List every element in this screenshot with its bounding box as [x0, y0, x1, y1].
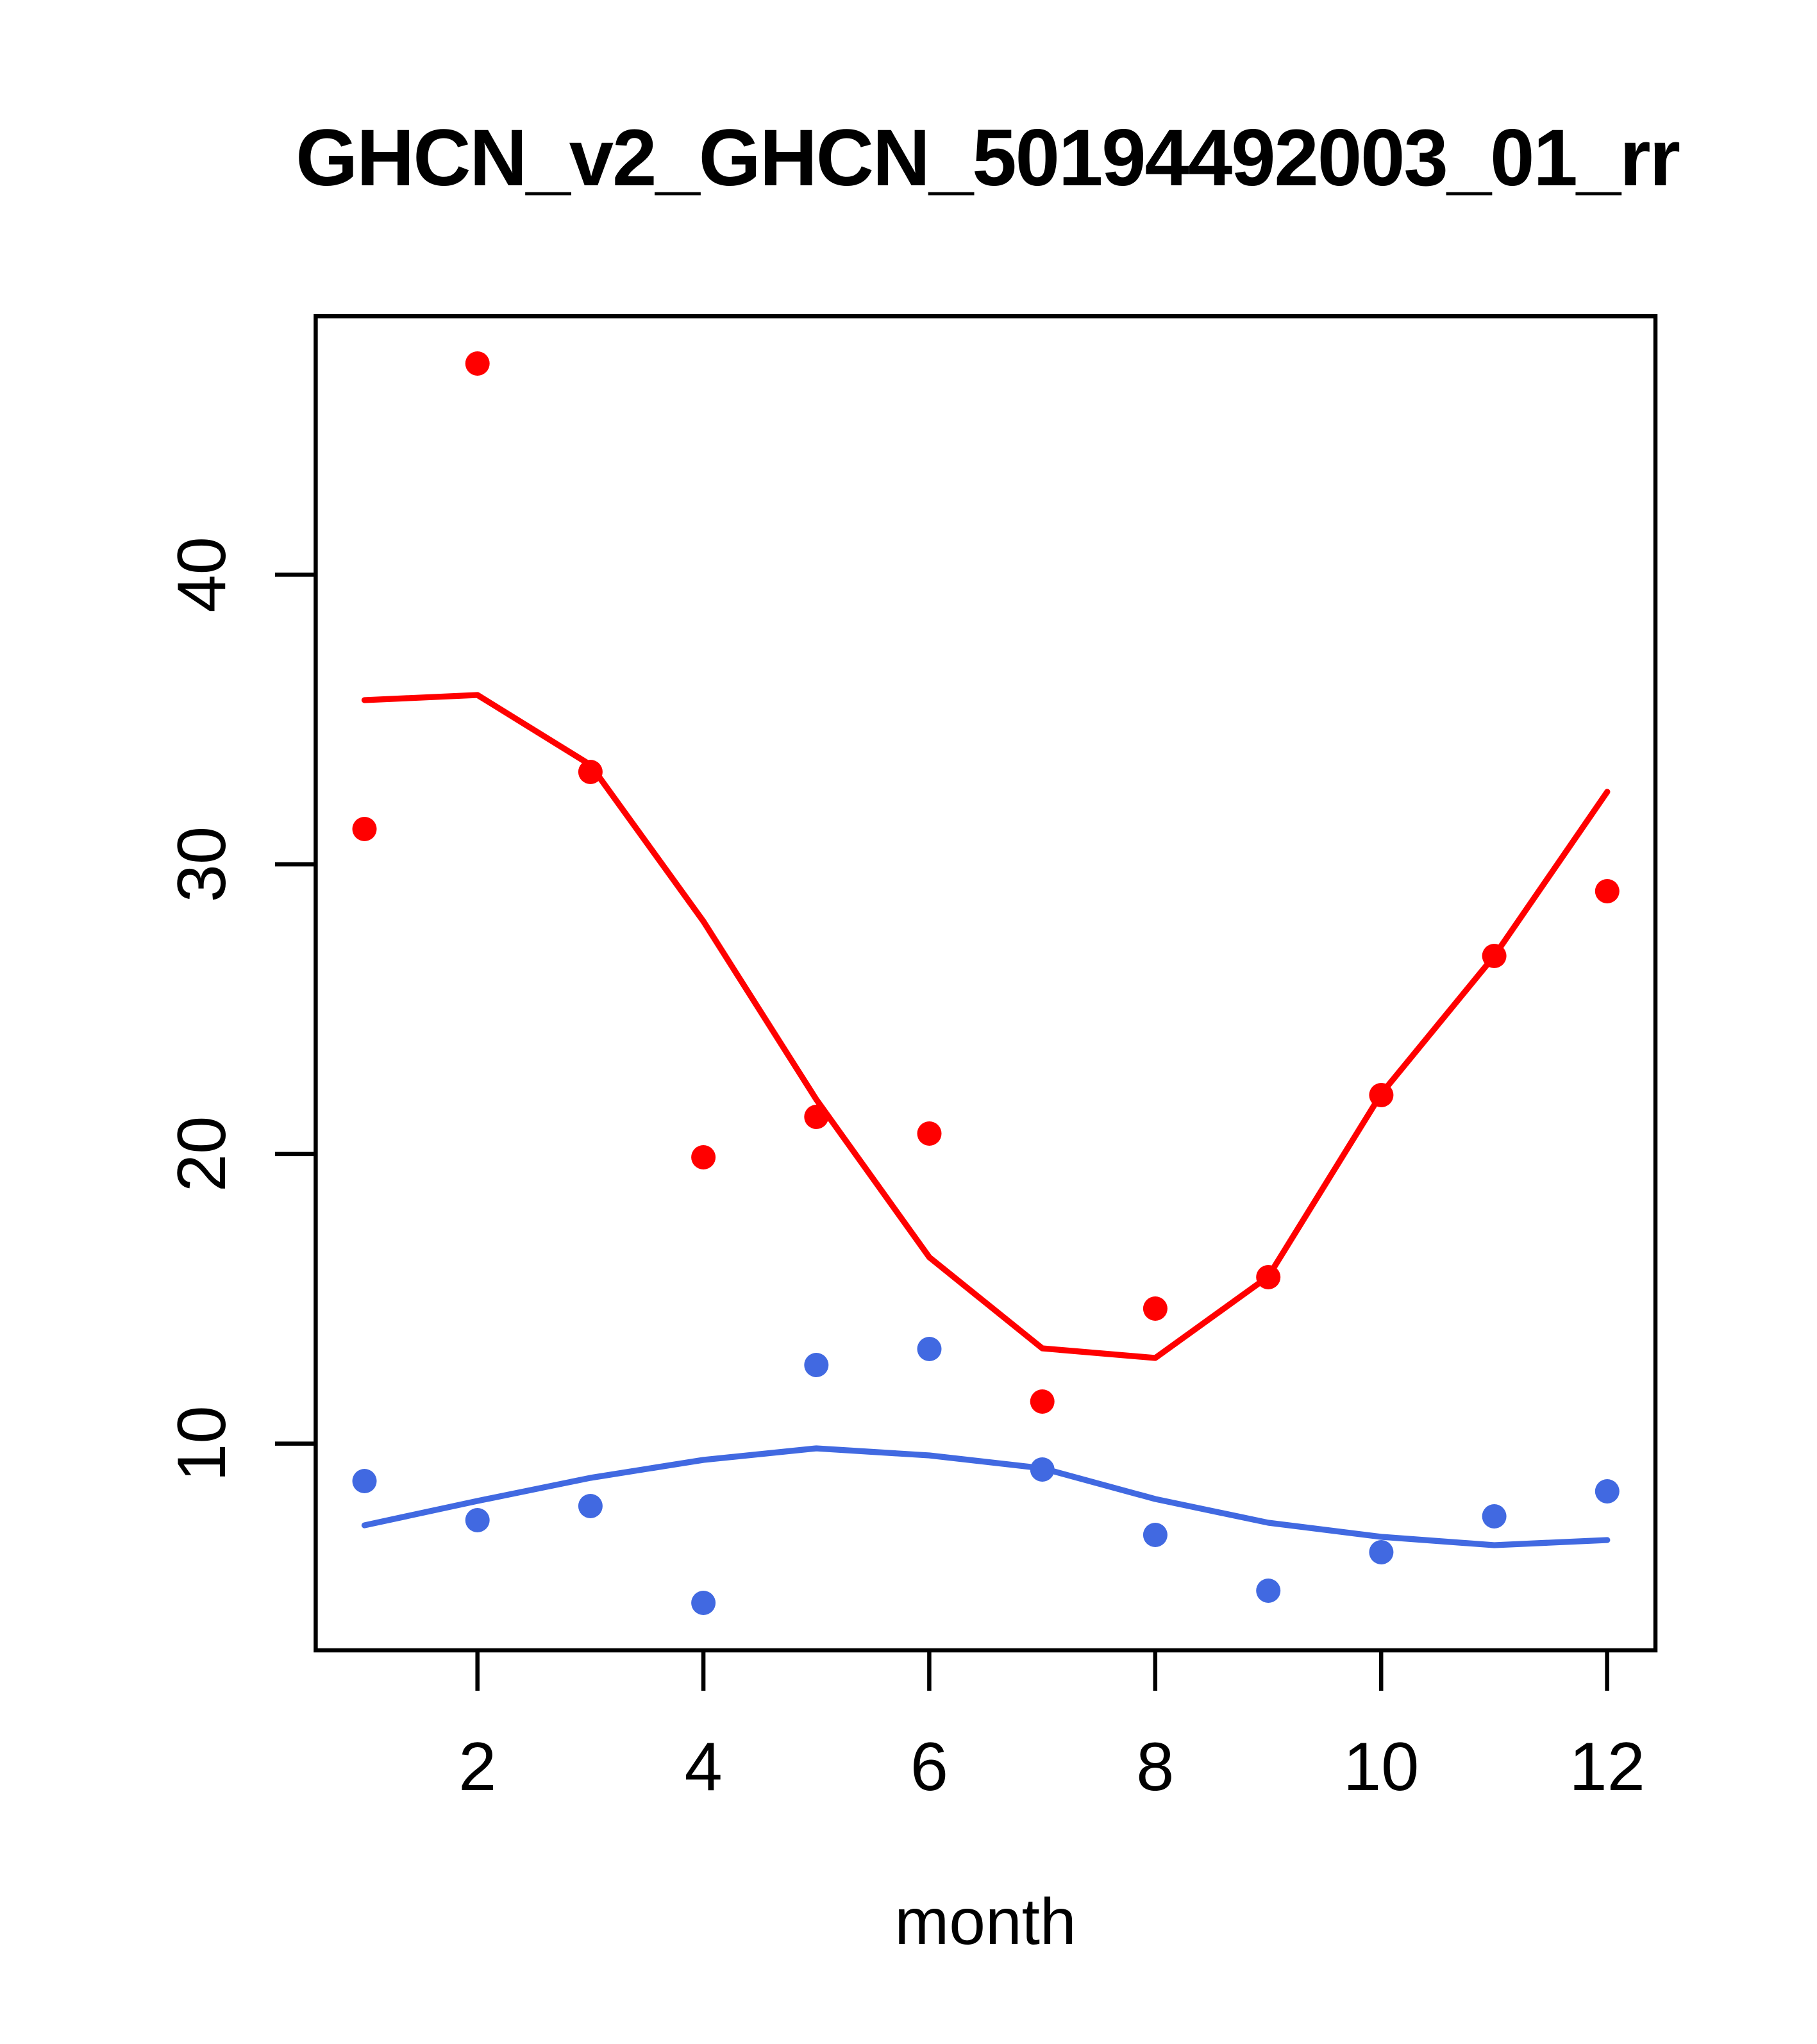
svg-text:12: 12	[1569, 1729, 1645, 1805]
svg-text:month: month	[894, 1885, 1076, 1958]
svg-text:6: 6	[910, 1729, 948, 1805]
svg-text:20: 20	[163, 1116, 240, 1192]
svg-text:10: 10	[163, 1405, 240, 1481]
svg-text:40: 40	[163, 537, 240, 612]
svg-text:30: 30	[163, 826, 240, 902]
svg-text:2: 2	[458, 1729, 496, 1805]
svg-text:10: 10	[1343, 1729, 1419, 1805]
svg-text:GHCN_v2_GHCN_50194492003_01_rr: GHCN_v2_GHCN_50194492003_01_rr	[296, 113, 1679, 203]
svg-text:8: 8	[1136, 1729, 1174, 1805]
svg-text:4: 4	[684, 1729, 722, 1805]
